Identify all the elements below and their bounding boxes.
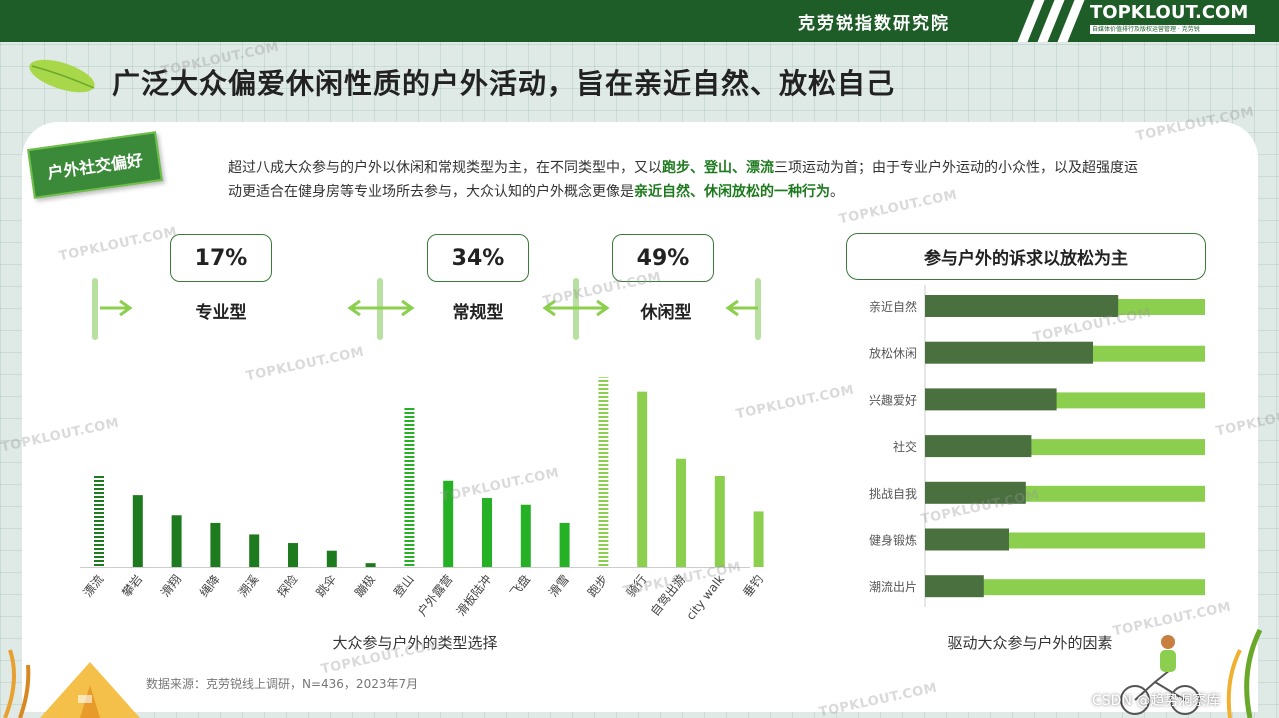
x-tick-label: 垂钓 [740, 572, 766, 600]
y-tick-label: 放松休闲 [869, 346, 917, 361]
arrow-right-icon [100, 299, 133, 317]
bar-滑翔 [171, 515, 182, 567]
leaf-icon [29, 59, 95, 93]
page-title: 广泛大众偏爱休闲性质的户外活动，旨在亲近自然、放松自己 [112, 67, 896, 100]
x-tick-label: 飞盘 [507, 572, 534, 600]
x-tick-label: 户外露营 [414, 572, 455, 619]
arrow-left-icon [725, 299, 758, 317]
bar-社交 [925, 435, 1032, 458]
x-tick-label: 跑步 [585, 572, 611, 600]
pct-box-leisure: 49% [612, 234, 714, 282]
type-label-regular: 常规型 [452, 303, 504, 323]
right-chart-caption: 驱动大众参与户外的因素 [947, 634, 1113, 652]
x-tick-label: 蹦极 [352, 572, 378, 600]
top-bar: 克劳锐指数研究院 TOPKLOUT.COM 自媒体价值排行及版权运营管理 · 克… [0, 0, 1279, 42]
arrow-both-icon [542, 299, 610, 317]
range-marker-start [92, 278, 98, 340]
data-source: 数据来源：克劳锐线上调研，N=436，2023年7月 [146, 677, 419, 691]
bar-滑板陆冲 [482, 498, 492, 567]
y-tick-label: 社交 [893, 439, 917, 454]
pct-box-regular: 34% [427, 234, 529, 282]
bar-健身锻炼 [925, 528, 1009, 551]
bar-登山 [404, 406, 415, 567]
x-tick-label: 绳降 [197, 572, 223, 600]
y-tick-label: 潮流出片 [869, 579, 917, 594]
y-tick-label: 健身锻炼 [869, 533, 917, 548]
pct-box-pro: 17% [170, 234, 272, 282]
x-tick-label: 溯溪 [235, 572, 262, 600]
bar-放松休闲 [925, 341, 1093, 364]
tent-icon [3, 649, 140, 718]
type-label-leisure: 休闲型 [640, 303, 692, 323]
x-tick-label: 探险 [274, 572, 301, 600]
bar-蹦极 [365, 563, 376, 567]
bar-飞盘 [520, 504, 531, 567]
bar-自驾出游 [676, 458, 686, 567]
bar-探险 [288, 543, 298, 567]
bar-户外露营 [443, 480, 454, 567]
csdn-credit: CSDN @趋势洞察库 [1092, 693, 1221, 709]
left-chart-caption: 大众参与户外的类型选择 [332, 634, 498, 652]
x-tick-label: 跳伞 [313, 572, 340, 600]
x-tick-label: 登山 [390, 572, 417, 600]
x-tick-label: 骑行 [624, 572, 650, 600]
x-tick-label: 攀岩 [119, 572, 146, 600]
x-tick-label: city walk [683, 572, 727, 622]
bar-兴趣爱好 [925, 388, 1057, 411]
type-label-pro: 专业型 [195, 303, 247, 323]
intro-text: 超过八成大众参与的户外以休闲和常规类型为主，在不同类型中，又以跑步、登山、漂流三… [228, 160, 1138, 200]
x-tick-label: 漂流 [81, 572, 107, 600]
arrow-both-icon [347, 299, 415, 317]
right-chart-title: 参与户外的诉求以放松为主 [846, 233, 1206, 280]
y-tick-label: 挑战自我 [869, 487, 917, 501]
bar-track-潮流出片 [925, 579, 1205, 596]
y-tick-label: 兴趣爱好 [869, 392, 917, 407]
x-tick-label: 滑板陆冲 [453, 572, 494, 619]
bar-攀岩 [132, 495, 143, 567]
topklout-logo: TOPKLOUT.COM 自媒体价值排行及版权运营管理 · 克劳锐 [1090, 2, 1255, 38]
bar-跳伞 [326, 550, 337, 567]
stripe-decoration [1012, 0, 1092, 42]
bar-挑战自我 [925, 481, 1026, 504]
bar-潮流出片 [925, 575, 984, 598]
bar-绳降 [210, 522, 221, 567]
x-axis-line [80, 567, 750, 568]
bar-跑步 [598, 377, 609, 567]
bar-亲近自然 [925, 295, 1119, 317]
y-tick-label: 亲近自然 [869, 299, 917, 314]
bar-溯溪 [249, 534, 260, 567]
org-name: 克劳锐指数研究院 [798, 14, 950, 34]
bar-漂流 [94, 475, 104, 567]
x-tick-label: 滑雪 [546, 572, 572, 600]
bar-垂钓 [753, 511, 764, 567]
x-tick-label: 自驾出游 [648, 572, 689, 618]
bar-骑行 [637, 391, 648, 567]
bar-city walk [714, 475, 725, 567]
bar-滑雪 [559, 522, 570, 567]
cyclist-icon [1120, 628, 1263, 718]
x-tick-label: 滑翔 [158, 572, 184, 600]
